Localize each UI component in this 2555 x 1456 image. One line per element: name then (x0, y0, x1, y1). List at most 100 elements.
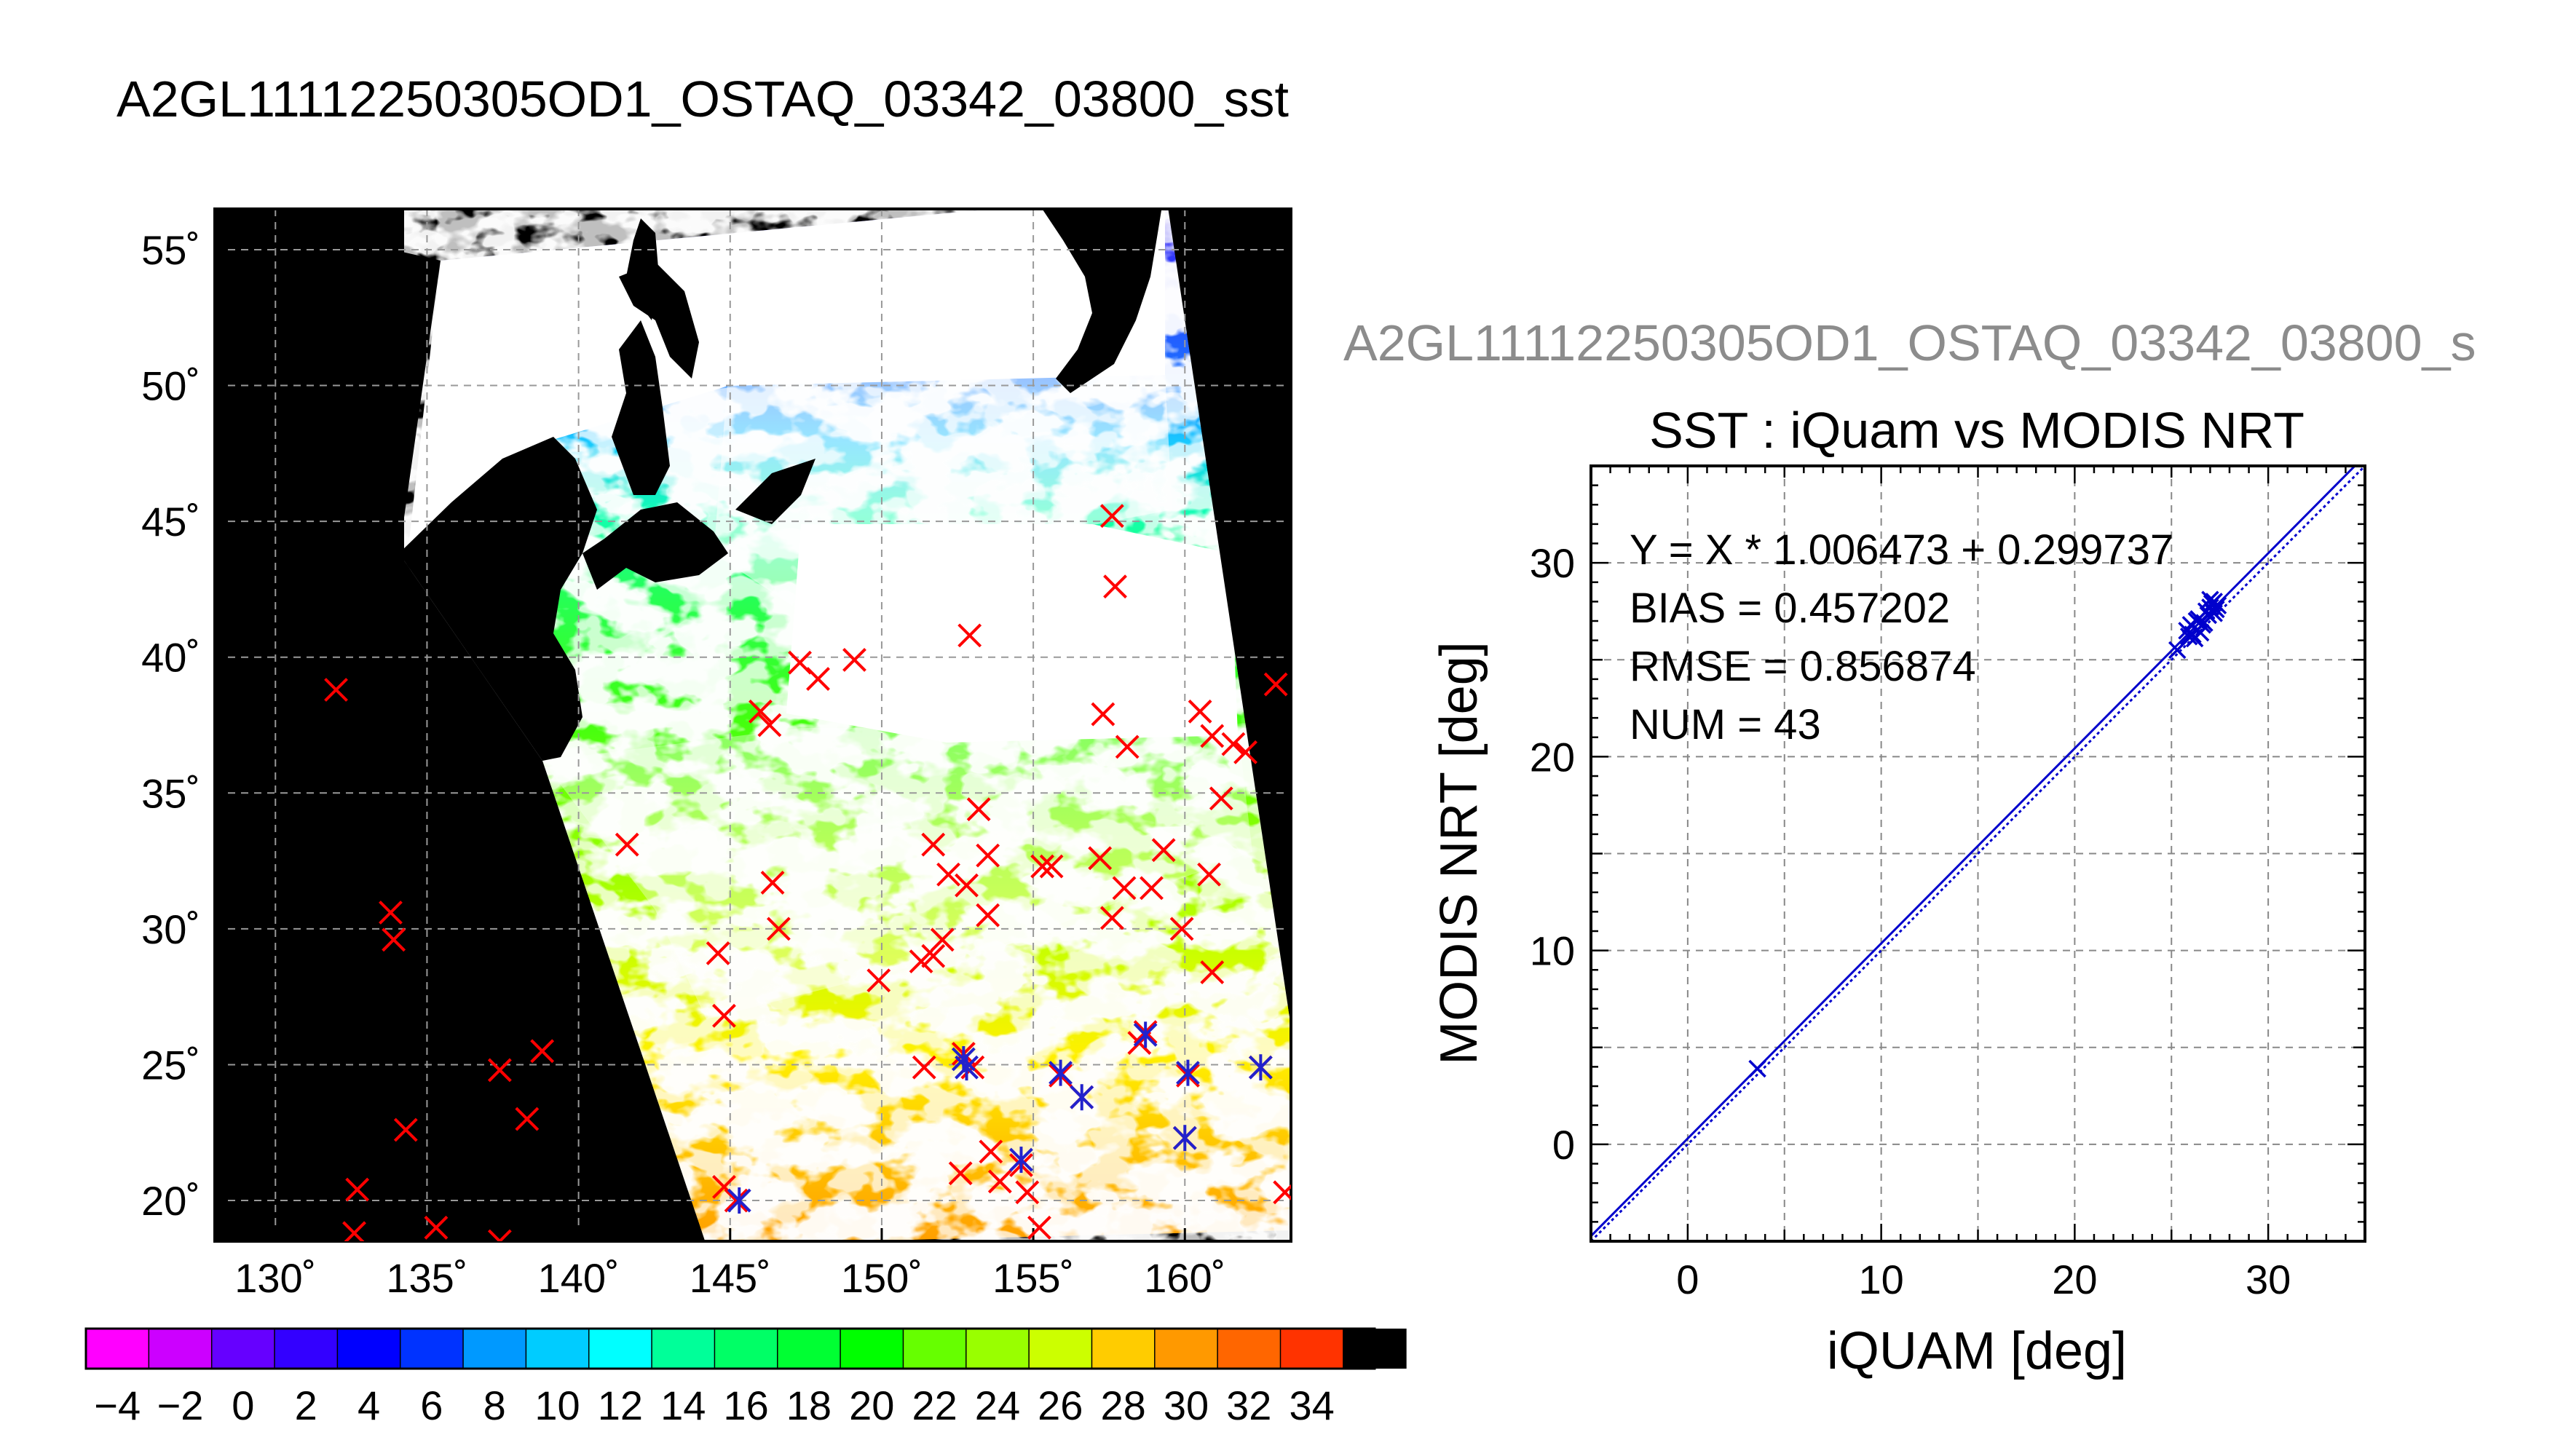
map-lon-tick-label: 145˚ (690, 1255, 771, 1301)
iquam-marker (1200, 724, 1225, 748)
land-kamchatka (1042, 209, 1162, 393)
iquam-marker (921, 832, 946, 857)
land-japan (399, 262, 816, 761)
modis-marker (1049, 1059, 1073, 1086)
colorbar-bin (714, 1329, 778, 1369)
colorbar-frame (84, 1327, 1376, 1370)
map-lat-tick-label: 40˚ (141, 635, 200, 681)
map-lon-ticks: 130˚ 135˚ 140˚ 145˚ 150˚ 155˚ 160˚ (234, 1228, 1225, 1301)
iquam-marker (393, 1117, 418, 1142)
colorbar-label: 18 (786, 1382, 832, 1428)
iquam-marker (806, 667, 830, 691)
colorbar-bin (777, 1329, 841, 1369)
iquam-marker (1099, 906, 1124, 930)
iquam-marker (515, 1107, 540, 1131)
iquam-marker (1091, 702, 1115, 727)
iquam-marker (615, 832, 639, 857)
colorbar-bin (1217, 1329, 1281, 1369)
map-frame (213, 207, 1292, 1243)
iquam-marker (1030, 854, 1055, 879)
iquam-marker (936, 862, 960, 887)
colorbar-label: 10 (534, 1382, 580, 1428)
iquam-marker (979, 1139, 1003, 1164)
colorbar-bin (275, 1329, 338, 1369)
map-grid (215, 209, 1291, 1241)
iquam-marker (1169, 917, 1194, 941)
iquam-marker (757, 713, 782, 737)
map-lon-tick-label: 140˚ (538, 1255, 620, 1301)
iquam-marker (921, 943, 946, 968)
swath-west-edge (215, 209, 706, 1241)
modis-marker (955, 1054, 979, 1081)
iquam-marker (930, 927, 955, 952)
land-sakhalin (626, 218, 659, 320)
map-lon-tick-label: 135˚ (386, 1255, 467, 1301)
map-lat-tick-label: 50˚ (141, 363, 200, 409)
colorbar-label: 26 (1038, 1382, 1083, 1428)
scatter-annotations: Y = X * 1.006473 + 0.299737 BIAS = 0.4572… (1630, 526, 2173, 748)
scatter-gray-title: A2GL11112250305OD1_OSTAQ_03342_03800_s (1343, 314, 2476, 371)
map-lon-tick-label: 155˚ (992, 1255, 1074, 1301)
iquam-marker (912, 1055, 936, 1080)
iquam-marker (748, 699, 773, 724)
modis-marker (1176, 1059, 1200, 1086)
iquam-marker (1015, 1180, 1040, 1205)
scatter-title: SST : iQuam vs MODIS NRT (1649, 402, 2305, 459)
colorbar-label: 14 (660, 1382, 706, 1428)
iquam-marker (345, 1177, 370, 1202)
colorbar-bin (149, 1329, 213, 1369)
iquam-marker (976, 903, 1000, 927)
colorbar-bin (652, 1329, 715, 1369)
map-lat-tick-label: 30˚ (141, 906, 200, 952)
colorbar-bin (840, 1329, 904, 1369)
scatter-annotation: NUM = 43 (1630, 701, 1821, 748)
iquam-marker (966, 797, 991, 822)
scatter-y-tick-label: 30 (1530, 540, 1575, 586)
iquam-marker (955, 873, 979, 898)
iquam-marker (530, 1039, 555, 1064)
scatter-point (2205, 604, 2223, 622)
swath-east-edge (1168, 209, 1291, 1026)
iquam-marker (760, 871, 785, 895)
scatter-ticks: 0 10 20 30 0 10 20 30 (1530, 466, 2365, 1302)
regression-line (1591, 466, 2357, 1237)
map-lon-tick-label: 130˚ (234, 1255, 316, 1301)
modis-marker (727, 1187, 751, 1214)
iquam-marker (324, 678, 348, 702)
iquam-marker (1263, 672, 1288, 697)
colorbar-label: 34 (1290, 1382, 1335, 1428)
scatter-x-tick-label: 0 (1676, 1257, 1699, 1302)
iquam-marker (1140, 876, 1164, 901)
iquam-marker (424, 1215, 449, 1240)
iquam-marker (487, 1229, 512, 1241)
colorbar-label: 2 (295, 1382, 317, 1428)
iquam-marker (976, 843, 1000, 868)
scatter-point (2179, 628, 2198, 646)
iquam-marker (766, 917, 791, 941)
scatter-y-tick-label: 0 (1552, 1122, 1575, 1168)
colorbar-label: 12 (598, 1382, 643, 1428)
iquam-marker (1027, 1215, 1051, 1240)
scatter-y-tick-label: 10 (1530, 928, 1575, 974)
scatter-x-tick-label: 20 (2052, 1257, 2097, 1302)
scatter-panel: A2GL11112250305OD1_OSTAQ_03342_03800_s S… (1343, 314, 2476, 1380)
iquam-marker (1099, 504, 1124, 529)
scatter-annotation: RMSE = 0.856874 (1630, 643, 1976, 690)
modis-marker (1070, 1084, 1094, 1111)
scatter-y-tick-label: 20 (1530, 734, 1575, 780)
colorbar-bin (903, 1329, 967, 1369)
iquam-marker (487, 1058, 512, 1083)
scatter-x-tick-label: 30 (2246, 1257, 2291, 1302)
colorbar-label: 28 (1100, 1382, 1145, 1428)
colorbar-bin (588, 1329, 652, 1369)
colorbar-label: 30 (1164, 1382, 1209, 1428)
colorbar-bin (1091, 1329, 1156, 1369)
iquam-marker (987, 1169, 1012, 1194)
map-lat-ticks: 55˚ 50˚ 45˚ 40˚ 35˚ 30˚ 25˚ 20˚ (141, 227, 228, 1224)
iquam-marker (909, 949, 933, 974)
map-lon-tick-label: 160˚ (1144, 1255, 1225, 1301)
scatter-xlabel: iQUAM [deg] (1827, 1322, 2127, 1380)
colorbar-label: 32 (1226, 1382, 1271, 1428)
iquam-marker (1209, 786, 1233, 811)
